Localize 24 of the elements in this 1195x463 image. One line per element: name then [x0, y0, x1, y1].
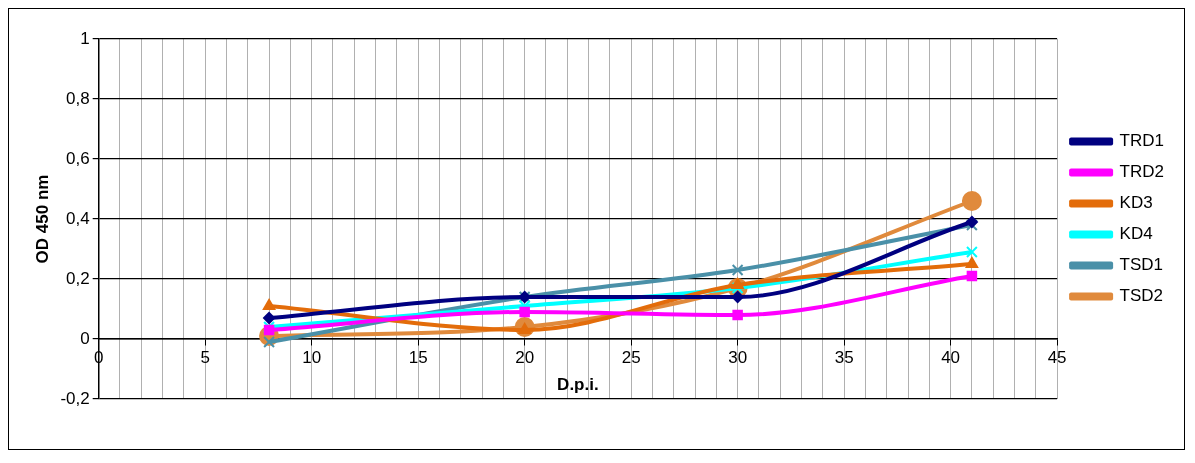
- y-tick-label: 1: [80, 28, 90, 48]
- legend-label: TSD1: [1119, 255, 1164, 275]
- x-tick-label: 30: [728, 347, 748, 367]
- x-tick-label: 45: [1047, 347, 1067, 367]
- y-tick-label: 0: [80, 328, 90, 348]
- y-tick-label: -0,2: [60, 388, 90, 408]
- legend-label: TRD2: [1119, 162, 1165, 182]
- y-tick-label: 0,4: [66, 208, 90, 228]
- legend-label: TRD1: [1119, 131, 1165, 151]
- y-tick-label: 0,6: [66, 148, 90, 168]
- legend-label: TSD2: [1119, 286, 1164, 306]
- x-tick-label: 35: [834, 347, 854, 367]
- x-tick-label: 20: [515, 347, 535, 367]
- y-axis-title: OD 450 nm: [32, 174, 52, 264]
- x-tick-label: 10: [302, 347, 322, 367]
- legend-label: KD4: [1119, 224, 1153, 244]
- x-tick-label: 25: [621, 347, 641, 367]
- legend-label: KD3: [1119, 193, 1153, 213]
- x-tick-label: 40: [941, 347, 961, 367]
- x-tick-label: 15: [408, 347, 428, 367]
- x-axis-title: D.p.i.: [557, 375, 599, 395]
- x-tick-label: 5: [200, 347, 210, 367]
- y-tick-label: 0,2: [66, 268, 90, 288]
- y-tick-label: 0,8: [66, 88, 90, 108]
